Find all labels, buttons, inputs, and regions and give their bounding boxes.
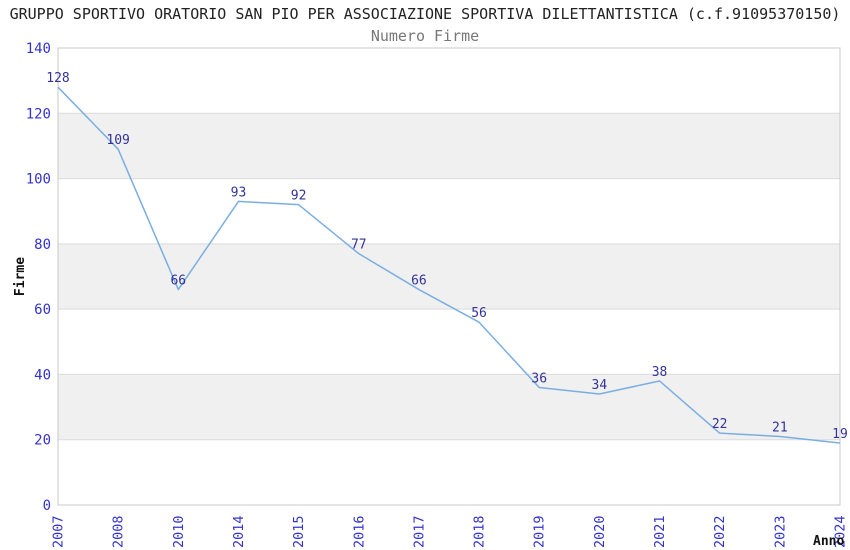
data-point-label: 66 [411,274,427,289]
y-axis-title: Firme [13,257,28,296]
data-point-label: 66 [170,274,186,289]
x-tick-label: 2017 [411,515,427,548]
y-tick-label: 20 [34,433,51,449]
chart-title: GRUPPO SPORTIVO ORATORIO SAN PIO PER ASS… [9,5,841,23]
x-tick-label: 2008 [111,515,127,548]
x-tick-label: 2014 [231,515,247,548]
data-point-label: 19 [832,427,848,442]
x-tick-label: 2022 [712,515,728,548]
x-tick-label: 2023 [772,515,788,548]
x-tick-label: 2020 [592,515,608,548]
data-point-label: 38 [652,365,668,380]
data-line [57,86,841,444]
data-point-label: 21 [772,420,788,435]
grid-band [58,243,840,310]
y-tick-label: 140 [26,41,51,57]
x-tick-label: 2010 [171,515,187,548]
x-tick-label: 2007 [51,515,67,548]
data-point-label: 92 [291,189,307,204]
y-tick-label: 40 [34,367,51,383]
data-point-label: 56 [471,306,487,321]
y-tick-label: 60 [34,302,51,318]
chart-subtitle: Numero Firme [370,27,480,45]
x-tick-label: 2019 [532,515,548,548]
x-tick-label: 2016 [351,515,367,548]
data-point-label: 93 [231,185,247,200]
x-tick-label: 2015 [291,515,307,548]
x-axis-title: Anno [813,534,844,549]
y-tick-label: 80 [34,237,51,253]
grid-band [58,113,840,179]
y-tick-label: 100 [26,172,51,188]
data-point-label: 34 [592,378,608,393]
x-tick-label: 2021 [652,515,668,548]
y-tick-label: 0 [43,498,51,514]
data-point-label: 22 [712,417,728,432]
data-point-label: 128 [46,71,69,86]
y-tick-label: 120 [26,106,51,122]
x-tick-label: 2024 [833,515,849,548]
x-tick-label: 2018 [472,515,488,548]
data-point-label: 109 [106,133,129,148]
plot-border [57,47,841,506]
grid-band [58,374,840,440]
data-point-label: 36 [531,371,547,386]
data-point-label: 77 [351,238,367,253]
